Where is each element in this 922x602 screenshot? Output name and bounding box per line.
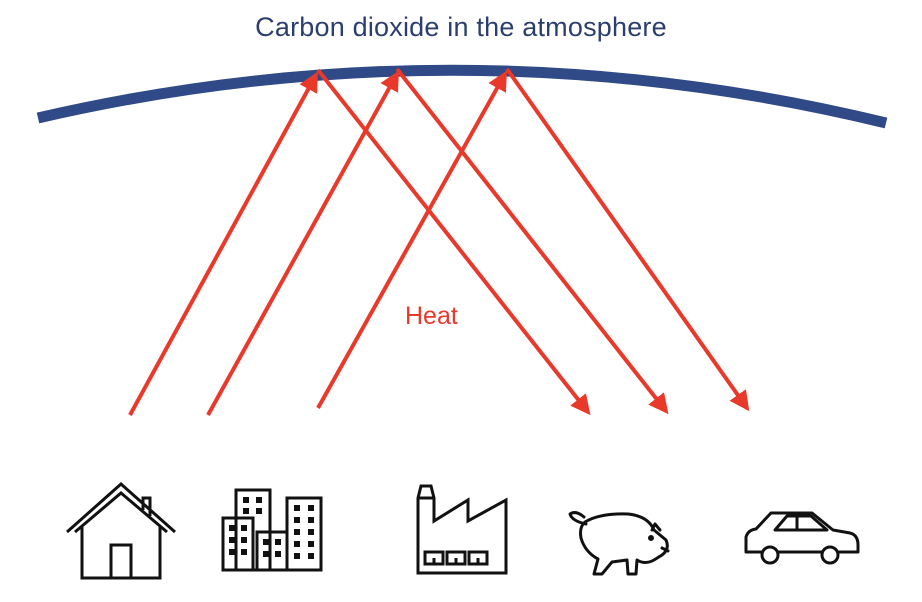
diagram-title: Carbon dioxide in the atmosphere [255, 12, 667, 42]
heat-arrow-down [395, 67, 669, 415]
heat-arrow-up [316, 70, 507, 409]
atmosphere-curve [36, 64, 888, 129]
buildings-icon [221, 488, 323, 572]
rising-heat-arrows [128, 70, 507, 416]
reflected-heat-arrows [316, 67, 750, 416]
pig-icon [568, 511, 670, 576]
heat-arrow-up [206, 70, 399, 416]
house-icon [66, 481, 176, 580]
heat-arrow-down [316, 68, 591, 416]
heat-label: Heat [405, 302, 458, 330]
heat-arrow-down [505, 67, 750, 412]
car-icon [744, 511, 860, 565]
factory-icon [416, 484, 508, 575]
heat-arrow-up [128, 71, 318, 416]
